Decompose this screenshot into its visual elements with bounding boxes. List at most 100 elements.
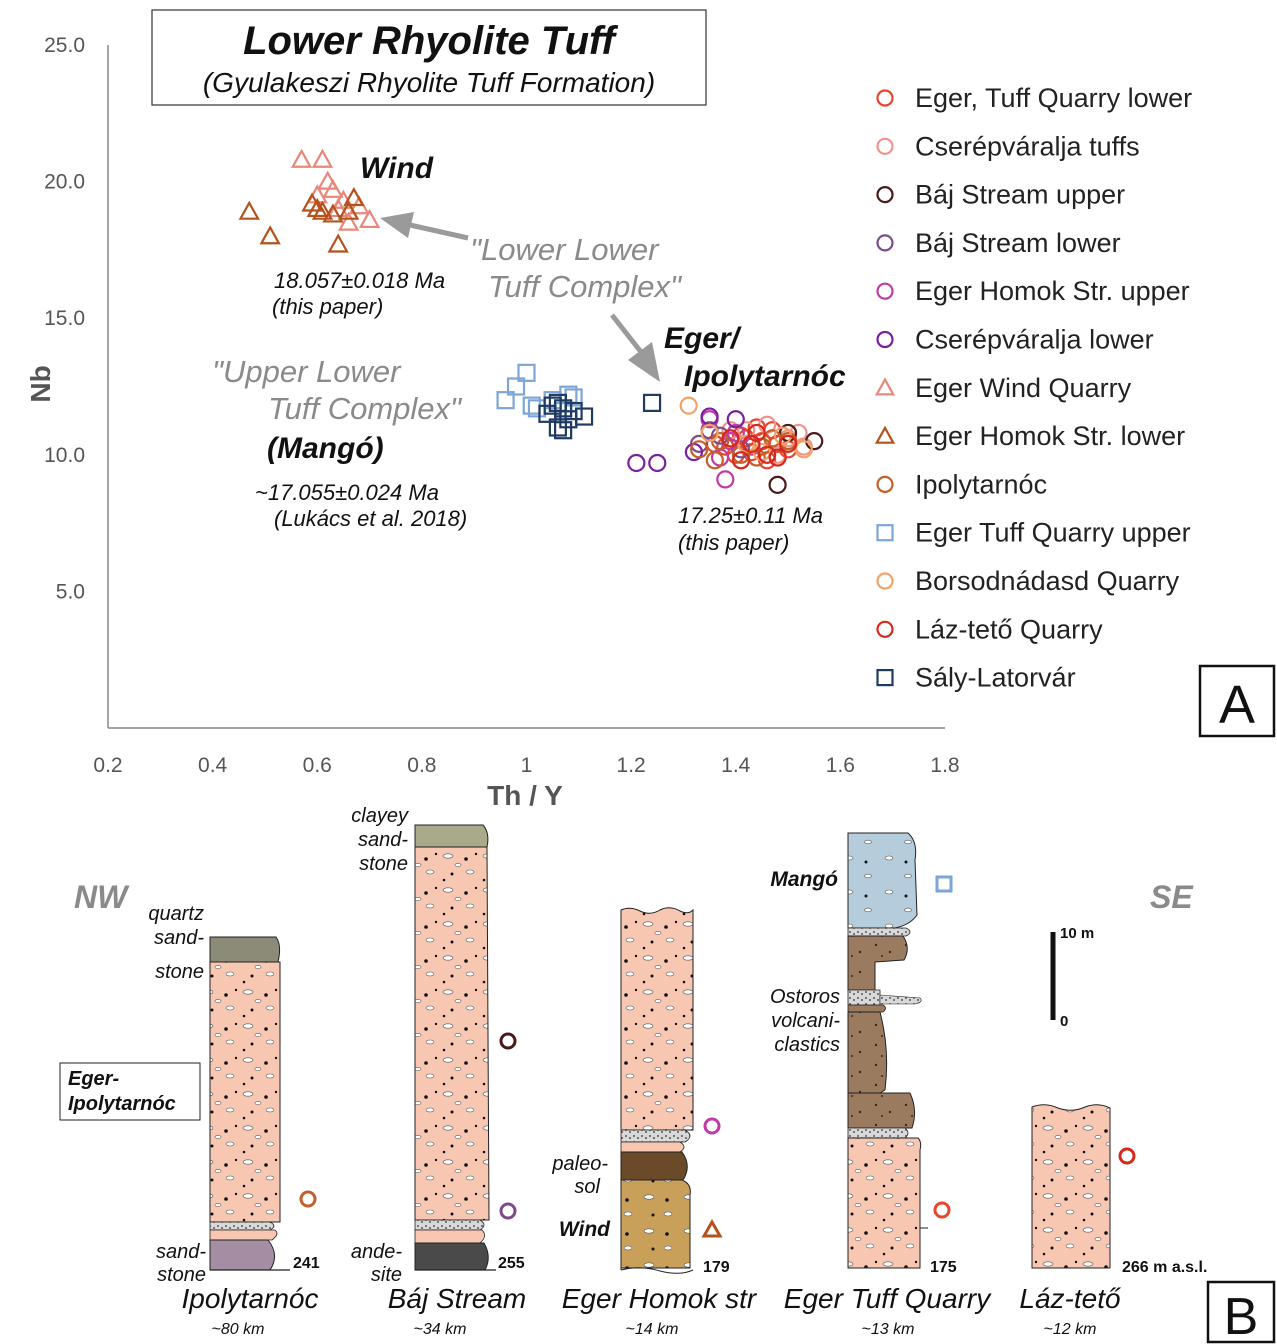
clayey-label-2: sand- <box>358 829 408 851</box>
marker-baj-upper <box>499 1032 517 1050</box>
scale-top: 10 m <box>1060 925 1094 942</box>
x-tick-label: 1.2 <box>617 754 646 777</box>
x-tick-label: 1.8 <box>930 754 959 777</box>
data-point <box>548 418 567 437</box>
name-laz-teto: Láz-tető <box>1019 1283 1121 1314</box>
data-point <box>778 434 798 453</box>
panel-b-label-box <box>1206 1280 1276 1344</box>
column-baj-stream <box>414 824 517 1271</box>
x-tick-label: 1 <box>521 754 533 777</box>
data-point <box>690 440 709 459</box>
y-tick-label: 5.0 <box>56 580 85 603</box>
ostoros-label-3: clastics <box>774 1034 840 1056</box>
name-tuff-quarry: Eger Tuff Quarry <box>784 1283 992 1314</box>
data-point <box>768 448 787 467</box>
mango-unit-label: Mangó <box>770 868 838 891</box>
data-point <box>311 148 334 168</box>
data-point <box>747 423 766 443</box>
column-ipolytarnoc <box>209 936 317 1271</box>
elev-tuff-quarry: 175 <box>930 1259 957 1276</box>
legend-marker <box>876 137 894 155</box>
wind-age: 18.057±0.018 Ma <box>274 268 445 293</box>
marker-tuff-quarry-lower <box>933 1201 951 1219</box>
x-tick-label: 0.6 <box>303 754 332 777</box>
legend-marker <box>876 524 894 542</box>
clayey-label-3: stone <box>359 853 408 875</box>
clayey-label-1: clayey <box>351 805 409 827</box>
marker-ipolytarnoc <box>299 1190 317 1208</box>
eger-ipolytarnoc-box <box>59 1062 201 1121</box>
y-tick-label: 10.0 <box>44 444 85 467</box>
y-axis-label: Nb <box>25 365 56 402</box>
legend-marker <box>874 377 896 396</box>
data-point <box>726 423 745 443</box>
data-point <box>290 148 313 168</box>
ostoros-label-2: volcani- <box>771 1010 840 1032</box>
marker-homok-upper <box>703 1117 721 1135</box>
dist-baj: ~34 km <box>414 1321 467 1338</box>
upper-lower-tuff-label-1: "Upper Lower <box>212 354 402 389</box>
data-point <box>768 475 787 494</box>
data-point <box>327 233 349 253</box>
elev-homok: 179 <box>703 1259 730 1276</box>
mango-age: ~17.055±0.024 Ma <box>255 480 439 505</box>
legend-label: Eger Wind Quarry <box>915 373 1132 403</box>
dist-tuff-quarry: ~13 km <box>862 1321 915 1338</box>
data-point <box>343 186 365 207</box>
data-point <box>311 200 334 220</box>
lower-lower-tuff-label-1: "Lower Lower <box>470 232 660 267</box>
legend-marker <box>874 425 896 444</box>
eger-ref: (this paper) <box>678 530 789 555</box>
data-point <box>337 211 360 231</box>
x-axis-label: Th / Y <box>487 780 563 811</box>
data-point <box>721 429 740 448</box>
legend-label: Sály-Latorvár <box>915 663 1076 693</box>
data-point <box>259 225 281 245</box>
legend-label: Borsodnádasd Quarry <box>915 566 1180 596</box>
legend-marker <box>876 282 894 300</box>
scatter-chart: 0.2 0.4 0.6 0.8 1 1.2 1.4 1.6 1.8 5.0 10.0 15.0 20.… <box>25 9 1276 811</box>
name-homok: Eger Homok str <box>562 1283 758 1314</box>
panel-a-label-box <box>1198 664 1276 738</box>
data-point <box>642 393 662 412</box>
data-point <box>763 429 782 448</box>
chart-subtitle: (Gyulakeszi Rhyolite Tuff Formation) <box>203 67 655 98</box>
mango-label: (Mangó) <box>267 432 384 465</box>
legend-label: Eger Tuff Quarry upper <box>915 518 1191 548</box>
x-tick-label: 1.6 <box>826 754 855 777</box>
quartz-label-2: sand- <box>154 927 204 949</box>
legend-label: Eger Homok Str. lower <box>915 421 1185 451</box>
data-point <box>358 208 381 228</box>
data-points <box>238 148 824 494</box>
data-point <box>648 453 667 473</box>
wind-ref: (this paper) <box>272 294 383 319</box>
ande-label-2: site <box>371 1264 402 1286</box>
legend-marker <box>876 475 894 493</box>
eger-label-2: Ipolytarnóc <box>684 360 846 393</box>
nw-label: NW <box>74 879 130 915</box>
data-point <box>726 410 745 429</box>
sand-label-2: stone <box>157 1264 206 1286</box>
data-point <box>716 470 735 489</box>
legend-label: Báj Stream lower <box>915 228 1121 258</box>
data-point <box>564 401 583 421</box>
eger-label-1: Eger/ <box>664 322 742 355</box>
data-point <box>506 377 526 396</box>
legend-label: Cserépváralja lower <box>915 325 1154 355</box>
arrow-to-eger <box>610 313 660 382</box>
legend: Eger, Tuff Quarry lower Cserépváralja tuf… <box>874 83 1192 693</box>
legend-marker <box>876 620 894 638</box>
data-point <box>679 396 698 415</box>
elev-laz-teto: 266 m a.s.l. <box>1122 1259 1207 1276</box>
wind-label: Wind <box>360 152 434 185</box>
wind-unit-label: Wind <box>559 1218 611 1241</box>
column-eger-homok <box>620 907 723 1274</box>
data-point <box>747 418 766 437</box>
column-laz-teto <box>1031 1104 1136 1269</box>
legend-marker <box>876 89 894 107</box>
scale-bottom: 0 <box>1060 1013 1068 1030</box>
legend-label: Báj Stream upper <box>915 180 1125 210</box>
marker-tuff-quarry-upper <box>935 875 953 893</box>
chart-title: Lower Rhyolite Tuff <box>243 19 619 63</box>
data-point <box>554 421 573 440</box>
